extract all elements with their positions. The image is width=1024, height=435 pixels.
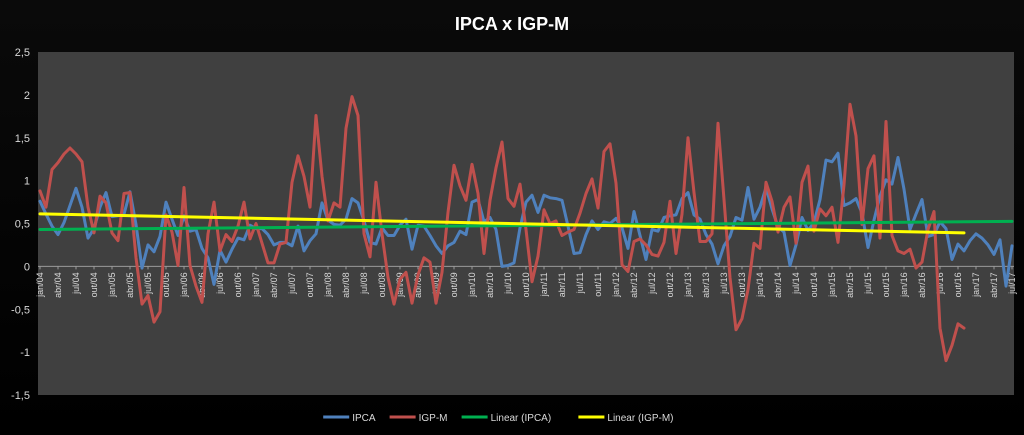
x-tick-label: jul/13	[719, 272, 729, 295]
y-tick-label: 1,5	[15, 133, 30, 145]
x-tick-label: jul/17	[1007, 272, 1017, 295]
x-tick-label: jul/15	[863, 272, 873, 295]
legend-label: IPCA	[352, 413, 376, 424]
y-tick-label: 0,5	[15, 219, 30, 231]
x-tick-label: jan/11	[539, 272, 549, 297]
x-tick-label: jul/05	[143, 272, 153, 295]
x-tick-label: jul/08	[359, 272, 369, 295]
x-tick-label: out/06	[233, 272, 243, 297]
x-tick-label: jan/07	[251, 272, 261, 298]
x-tick-label: abr/07	[269, 272, 279, 298]
x-tick-label: jan/15	[827, 272, 837, 298]
x-tick-label: jan/04	[35, 272, 45, 298]
x-tick-label: abr/14	[773, 272, 783, 298]
x-tick-label: jan/17	[971, 272, 981, 298]
legend-label: IGP-M	[419, 413, 448, 424]
x-tick-label: out/15	[881, 272, 891, 297]
legend-label: Linear (IGP-M)	[607, 413, 673, 424]
trend-line-igp-m	[38, 212, 966, 235]
x-tick-label: jul/14	[791, 272, 801, 295]
x-tick-label: jul/12	[647, 272, 657, 295]
y-tick-label: 2,5	[15, 47, 30, 59]
x-tick-label: abr/05	[125, 272, 135, 298]
x-tick-label: out/11	[593, 272, 603, 296]
x-tick-label: jul/16	[935, 272, 945, 295]
x-tick-label: out/08	[377, 272, 387, 297]
x-tick-label: abr/15	[845, 272, 855, 298]
series-line-igp-m	[38, 95, 966, 363]
x-tick-label: jan/10	[467, 272, 477, 298]
x-tick-label: abr/04	[53, 272, 63, 298]
x-tick-label: out/12	[665, 272, 675, 297]
y-axis-ticks: -1,5 -1 -0,5 0 0,5 1 1,5 2 2,5	[11, 47, 30, 402]
x-tick-label: jul/06	[215, 272, 225, 295]
x-tick-label: jul/09	[431, 272, 441, 295]
series-line-ipca	[38, 151, 1014, 288]
x-tick-label: jan/14	[755, 272, 765, 298]
x-tick-label: out/07	[305, 272, 315, 297]
legend: IPCA IGP-M Linear (IPCA) Linear (IGP-M)	[323, 413, 674, 424]
x-tick-label: out/05	[161, 272, 171, 297]
y-tick-label: -0,5	[11, 304, 30, 316]
x-tick-label: out/14	[809, 272, 819, 297]
x-axis-ticks: jan/04 abr/04 jul/04 out/04 jan/05 abr/05 jul/…	[35, 266, 1017, 298]
x-tick-label: out/16	[953, 272, 963, 297]
x-tick-label: abr/10	[485, 272, 495, 298]
x-tick-label: jan/05	[107, 272, 117, 298]
y-tick-label: -1	[20, 347, 30, 359]
y-tick-label: 0	[24, 261, 30, 273]
y-tick-label: -1,5	[11, 390, 30, 402]
x-tick-label: jan/13	[683, 272, 693, 298]
x-tick-label: jan/08	[323, 272, 333, 298]
x-tick-label: out/04	[89, 272, 99, 297]
x-tick-label: jul/10	[503, 272, 513, 295]
chart-title: IPCA x IGP-M	[455, 14, 569, 34]
x-tick-label: out/09	[449, 272, 459, 297]
x-tick-label: abr/12	[629, 272, 639, 298]
x-tick-label: abr/11	[557, 272, 567, 297]
x-tick-label: out/13	[737, 272, 747, 297]
x-tick-label: abr/08	[341, 272, 351, 298]
x-tick-label: jul/04	[71, 272, 81, 295]
x-tick-label: abr/13	[701, 272, 711, 298]
x-tick-label: jul/11	[575, 272, 585, 294]
legend-label: Linear (IPCA)	[491, 413, 552, 424]
trend-line-ipca	[38, 219, 1014, 232]
y-tick-label: 1	[24, 176, 30, 188]
y-tick-label: 2	[24, 90, 30, 102]
x-tick-label: abr/17	[989, 272, 999, 298]
x-tick-label: jan/16	[899, 272, 909, 298]
x-tick-label: out/10	[521, 272, 531, 297]
x-tick-label: abr/09	[413, 272, 423, 298]
x-tick-label: abr/16	[917, 272, 927, 298]
x-tick-label: jul/07	[287, 272, 297, 295]
x-tick-label: jan/12	[611, 272, 621, 298]
series-layer	[38, 95, 1014, 363]
x-tick-label: abr/06	[197, 272, 207, 298]
x-tick-label: jan/06	[179, 272, 189, 298]
